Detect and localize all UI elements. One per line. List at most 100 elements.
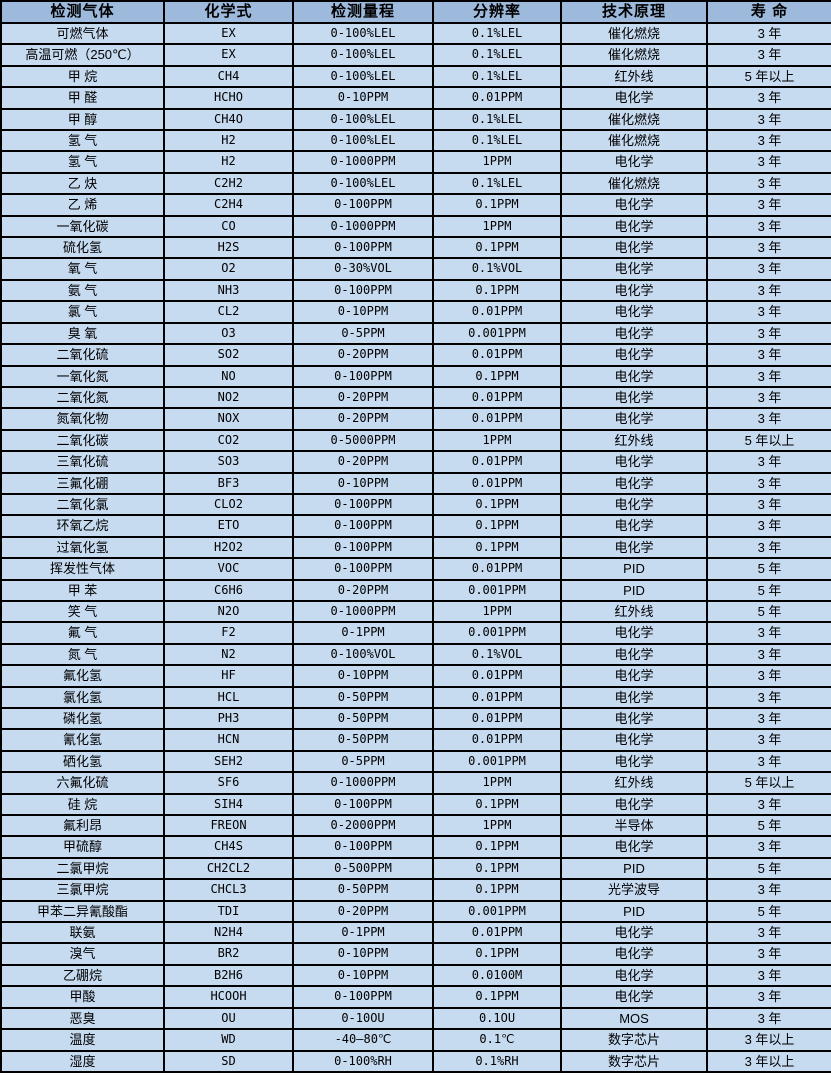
table-cell: 溴气 <box>0 942 165 966</box>
table-cell: 电化学 <box>560 300 708 324</box>
table-row: 氢 气 H2 0-1000PPM 1PPM 电化学 3 年 <box>0 150 831 174</box>
column-header: 技术原理 <box>560 0 708 24</box>
table-cell: 3 年 <box>706 214 831 239</box>
table-row: 二氧化硫 SO2 0-20PPM 0.01PPM 电化学 3 年 <box>0 343 831 367</box>
column-header: 分辨率 <box>432 0 562 24</box>
table-cell: 数字芯片 <box>560 1049 708 1073</box>
table-cell: 电化学 <box>560 749 708 774</box>
table-row: 湿度 SD 0-100%RH 0.1%RH 数字芯片 3 年以上 <box>0 1049 831 1073</box>
table-cell: 电化学 <box>560 706 708 731</box>
table-cell: 0-50PPM <box>292 728 434 752</box>
table-cell: 1PPM <box>432 599 562 624</box>
table-cell: 3 年 <box>706 921 831 945</box>
table-cell: 甲硫醇 <box>0 835 165 859</box>
table-cell: 0-50PPM <box>292 685 434 710</box>
table-cell: 0.1PPM <box>432 535 562 560</box>
table-cell: 氮 气 <box>0 642 165 667</box>
table-cell: 笑 气 <box>0 599 165 624</box>
table-cell: 0.1PPM <box>432 514 562 538</box>
table-cell: 0.001PPM <box>432 321 562 346</box>
table-cell: SO3 <box>163 450 294 474</box>
table-cell: PID <box>560 578 708 602</box>
table-cell: 0.01PPM <box>432 557 562 581</box>
table-cell: 电化学 <box>560 835 708 859</box>
table-cell: SEH2 <box>163 749 294 774</box>
table-cell: 3 年 <box>706 129 831 153</box>
table-cell: O3 <box>163 321 294 346</box>
column-header: 检测量程 <box>292 0 434 24</box>
table-cell: BF3 <box>163 471 294 495</box>
table-cell: 5 年以上 <box>706 428 831 453</box>
table-cell: 3 年 <box>706 514 831 538</box>
table-cell: 0-100%LEL <box>292 64 434 89</box>
table-cell: 0-1000PPM <box>292 214 434 239</box>
table-cell: 0.1%LEL <box>432 21 562 46</box>
table-cell: 电化学 <box>560 407 708 431</box>
table-cell: 电化学 <box>560 193 708 217</box>
table-cell: 二氧化硫 <box>0 343 165 367</box>
table-cell: 3 年 <box>706 492 831 517</box>
table-cell: 0-100%VOL <box>292 642 434 667</box>
table-cell: 0-20PPM <box>292 578 434 602</box>
table-cell: 3 年 <box>706 1006 831 1031</box>
table-cell: CH2CL2 <box>163 856 294 881</box>
table-row: 温度 WD -40—80℃ 0.1℃ 数字芯片 3 年以上 <box>0 1028 831 1052</box>
table-cell: 1PPM <box>432 771 562 795</box>
table-cell: 二氧化碳 <box>0 428 165 453</box>
table-cell: 0.1PPM <box>432 193 562 217</box>
table-row: 臭 氧 O3 0-5PPM 0.001PPM 电化学 3 年 <box>0 321 831 346</box>
table-cell: CLO2 <box>163 492 294 517</box>
table-cell: 0.01PPM <box>432 921 562 945</box>
table-cell: 恶臭 <box>0 1006 165 1031</box>
table-row: 氟化氢 HF 0-10PPM 0.01PPM 电化学 3 年 <box>0 664 831 688</box>
table-cell: 0.1℃ <box>432 1028 562 1052</box>
table-cell: 0.001PPM <box>432 899 562 924</box>
table-cell: 0-100%LEL <box>292 129 434 153</box>
table-cell: 电化学 <box>560 792 708 817</box>
table-cell: 0.1PPM <box>432 835 562 859</box>
table-cell: 联氨 <box>0 921 165 945</box>
table-cell: 电化学 <box>560 492 708 517</box>
table-cell: 0-500PPM <box>292 856 434 881</box>
table-row: 恶臭 OU 0-10OU 0.1OU MOS 3 年 <box>0 1006 831 1031</box>
table-cell: HCHO <box>163 86 294 110</box>
table-row: 笑 气 N2O 0-1000PPM 1PPM 红外线 5 年 <box>0 599 831 624</box>
table-cell: 0.1PPM <box>432 236 562 260</box>
table-cell: 0-100PPM <box>292 792 434 817</box>
table-cell: 0.01PPM <box>432 706 562 731</box>
table-cell: 0.1%LEL <box>432 171 562 196</box>
table-cell: VOC <box>163 557 294 581</box>
table-cell: OU <box>163 1006 294 1031</box>
table-cell: 0-100PPM <box>292 985 434 1009</box>
table-cell: 可燃气体 <box>0 21 165 46</box>
table-cell: 3 年 <box>706 728 831 752</box>
table-cell: -40—80℃ <box>292 1028 434 1052</box>
table-cell: HF <box>163 664 294 688</box>
table-row: 氧 气 O2 0-30%VOL 0.1%VOL 电化学 3 年 <box>0 257 831 281</box>
table-cell: 5 年以上 <box>706 64 831 89</box>
table-cell: 0.1PPM <box>432 792 562 817</box>
table-row: 乙 炔 C2H2 0-100%LEL 0.1%LEL 催化燃烧 3 年 <box>0 171 831 196</box>
table-cell: 一氧化碳 <box>0 214 165 239</box>
table-row: 氢 气 H2 0-100%LEL 0.1%LEL 催化燃烧 3 年 <box>0 129 831 153</box>
table-cell: CH4 <box>163 64 294 89</box>
table-cell: 5 年 <box>706 599 831 624</box>
table-cell: C2H2 <box>163 171 294 196</box>
table-cell: 0-2000PPM <box>292 814 434 838</box>
table-cell: 硫化氢 <box>0 236 165 260</box>
table-row: 高温可燃（250℃） EX 0-100%LEL 0.1%LEL 催化燃烧 3 年 <box>0 43 831 67</box>
table-cell: 红外线 <box>560 428 708 453</box>
table-cell: CO2 <box>163 428 294 453</box>
table-cell: 硒化氢 <box>0 749 165 774</box>
table-cell: 电化学 <box>560 942 708 966</box>
table-row: 可燃气体 EX 0-100%LEL 0.1%LEL 催化燃烧 3 年 <box>0 21 831 46</box>
table-row: 硅 烷 SIH4 0-100PPM 0.1PPM 电化学 3 年 <box>0 792 831 817</box>
table-cell: FREON <box>163 814 294 838</box>
table-cell: 5 年 <box>706 557 831 581</box>
table-cell: 电化学 <box>560 343 708 367</box>
table-cell: 3 年 <box>706 878 831 902</box>
table-cell: 电化学 <box>560 214 708 239</box>
table-cell: 电化学 <box>560 728 708 752</box>
table-cell: 三氯甲烷 <box>0 878 165 902</box>
table-cell: 电化学 <box>560 514 708 538</box>
